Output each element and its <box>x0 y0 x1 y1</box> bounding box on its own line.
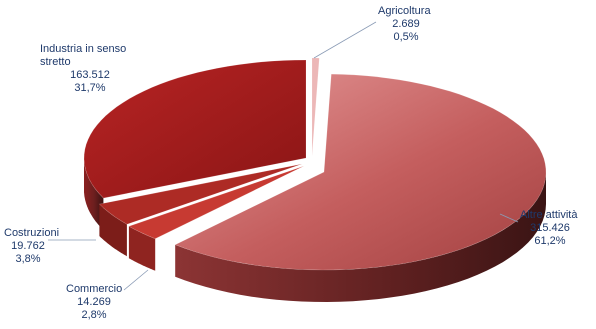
category-label: stretto <box>40 56 71 68</box>
pie-side-industria-in-senso-stretto <box>84 158 104 231</box>
pie-slice-altre-attivita <box>174 73 547 271</box>
leader-line <box>499 213 519 223</box>
value-label: 19.762 <box>11 240 45 252</box>
pie-side-commercio <box>128 226 156 271</box>
category-label: Agricoltura <box>378 5 431 17</box>
pie-side-altre-attivita <box>175 172 546 302</box>
value-label: 14.269 <box>77 296 111 308</box>
percent-label: 3,8% <box>15 253 40 265</box>
category-label: Costruzioni <box>4 227 59 239</box>
value-label: 163.512 <box>70 69 110 81</box>
percent-label: 31,7% <box>74 82 105 94</box>
pie-slice-commercio <box>128 165 305 240</box>
pie-side-costruzioni <box>99 204 127 257</box>
category-label: Commercio <box>66 283 122 295</box>
pie-slice-costruzioni <box>98 163 303 225</box>
pie-slice-agricoltura <box>311 57 320 157</box>
value-label: 315.426 <box>530 222 570 234</box>
leader-line <box>313 21 377 59</box>
category-label: Altre attività <box>520 209 578 221</box>
value-label: 2.689 <box>392 18 420 30</box>
percent-label: 61,2% <box>534 235 565 247</box>
percent-label: 2,8% <box>81 309 106 321</box>
category-label: Industria in senso <box>40 43 126 55</box>
leader-line <box>123 269 149 291</box>
pie-slice-industria-in-senso-stretto <box>83 59 307 199</box>
percent-label: 0,5% <box>393 31 418 43</box>
